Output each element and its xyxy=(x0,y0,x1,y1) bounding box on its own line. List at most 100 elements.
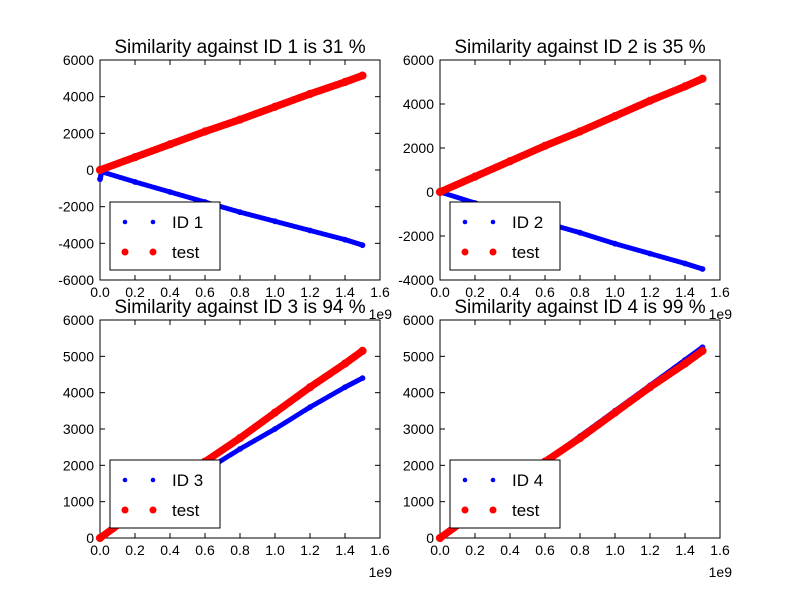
y-tick-label: -6000 xyxy=(58,272,94,288)
legend-marker xyxy=(461,248,469,256)
legend-label: ID 3 xyxy=(172,471,203,490)
y-tick-label: 2000 xyxy=(403,457,434,473)
legend: ID 2 test xyxy=(449,201,561,271)
legend-marker xyxy=(122,477,128,483)
y-tick-label: 6000 xyxy=(403,52,434,68)
data-point xyxy=(359,242,366,249)
y-tick-label: 2000 xyxy=(403,140,434,156)
data-point xyxy=(358,346,367,355)
x-tick-label: 0.8 xyxy=(570,542,590,558)
legend-label: test xyxy=(172,501,200,520)
x-tick-label: 1.6 xyxy=(710,542,730,558)
x-tick-label: 0.8 xyxy=(230,284,250,300)
x-tick-label: 0.8 xyxy=(230,542,250,558)
legend-marker xyxy=(149,506,157,514)
legend-marker xyxy=(150,219,156,225)
y-tick-label: 5000 xyxy=(403,348,434,364)
subplot-3: 0.0 0.2 0.4 0.6 0.8 1.0 1.2 1.4 1.6 0 1000 2000 3000… xyxy=(63,297,392,580)
legend-marker xyxy=(121,506,129,514)
y-tick-label: -4000 xyxy=(58,235,94,251)
x-tick-label: 0.2 xyxy=(125,542,145,558)
y-tick-label: 0 xyxy=(426,184,434,200)
x-offset-label: 1e9 xyxy=(709,564,733,580)
x-tick-label: 1.6 xyxy=(370,284,390,300)
x-tick-label: 1.0 xyxy=(265,284,285,300)
x-tick-label: 0.4 xyxy=(160,284,180,300)
x-tick-label: 1.2 xyxy=(640,284,660,300)
data-point xyxy=(358,71,367,80)
y-tick-label: -4000 xyxy=(398,272,434,288)
x-tick-label: 1.2 xyxy=(300,542,320,558)
y-tick-label: 4000 xyxy=(63,385,94,401)
x-offset-label: 1e9 xyxy=(369,564,393,580)
x-tick-label: 0.6 xyxy=(195,284,215,300)
legend-marker xyxy=(150,477,156,483)
x-tick-label: 0.0 xyxy=(90,284,110,300)
legend: ID 1 test xyxy=(109,201,221,271)
x-tick-label: 1.6 xyxy=(370,542,390,558)
x-tick-label: 0.0 xyxy=(430,284,450,300)
data-point xyxy=(698,346,707,355)
y-tick-label: 0 xyxy=(86,162,94,178)
data-point xyxy=(698,74,707,83)
legend-label: test xyxy=(512,243,540,262)
x-tick-label: 1.4 xyxy=(675,542,695,558)
legend-marker xyxy=(462,219,468,225)
legend-label: test xyxy=(172,243,200,262)
y-tick-label: 6000 xyxy=(63,312,94,328)
y-tick-label: 0 xyxy=(426,530,434,546)
data-point xyxy=(699,266,706,272)
x-tick-label: 0.8 xyxy=(570,284,590,300)
legend-marker xyxy=(490,219,496,225)
subplot-4: 0.0 0.2 0.4 0.6 0.8 1.0 1.2 1.4 1.6 0 1000 2000 3000… xyxy=(403,297,732,580)
y-tick-label: 0 xyxy=(86,530,94,546)
series-test xyxy=(435,74,707,197)
y-tick-label: 4000 xyxy=(63,89,94,105)
legend-marker xyxy=(490,477,496,483)
subplot-title: Similarity against ID 4 is 99 % xyxy=(454,297,705,318)
y-tick-label: 3000 xyxy=(403,421,434,437)
legend-label: ID 1 xyxy=(172,213,203,232)
legend-box xyxy=(449,459,561,529)
y-tick-label: 6000 xyxy=(63,52,94,68)
legend-marker xyxy=(489,506,497,514)
y-tick-label: 4000 xyxy=(403,385,434,401)
subplot-title: Similarity against ID 3 is 94 % xyxy=(114,297,365,318)
legend-marker xyxy=(149,248,157,256)
legend: ID 3 test xyxy=(109,459,221,529)
x-tick-label: 0.4 xyxy=(500,542,520,558)
x-tick-label: 0.2 xyxy=(125,284,145,300)
y-tick-label: -2000 xyxy=(58,199,94,215)
legend-label: ID 2 xyxy=(512,213,543,232)
y-tick-label: 4000 xyxy=(403,96,434,112)
x-tick-label: 0.6 xyxy=(535,542,555,558)
y-tick-label: 5000 xyxy=(63,348,94,364)
series-test xyxy=(95,71,367,175)
x-tick-label: 0.4 xyxy=(160,542,180,558)
x-tick-label: 1.2 xyxy=(300,284,320,300)
x-offset-label: 1e9 xyxy=(709,306,733,322)
x-tick-label: 1.0 xyxy=(605,542,625,558)
legend: ID 4 test xyxy=(449,459,561,529)
y-tick-label: 2000 xyxy=(63,125,94,141)
legend-box xyxy=(109,459,221,529)
subplot-title: Similarity against ID 2 is 35 % xyxy=(454,37,705,58)
y-tick-label: 2000 xyxy=(63,457,94,473)
x-tick-label: 0.2 xyxy=(465,284,485,300)
legend-marker xyxy=(461,506,469,514)
y-tick-label: 1000 xyxy=(63,494,94,510)
legend-label: ID 4 xyxy=(512,471,543,490)
x-offset-label: 1e9 xyxy=(369,306,393,322)
y-tick-label: 3000 xyxy=(63,421,94,437)
x-tick-label: 1.6 xyxy=(710,284,730,300)
legend-marker xyxy=(122,219,128,225)
y-tick-label: -2000 xyxy=(398,228,434,244)
x-tick-label: 1.4 xyxy=(675,284,695,300)
legend-box xyxy=(109,201,221,271)
x-tick-label: 1.4 xyxy=(335,542,355,558)
x-tick-label: 1.0 xyxy=(265,542,285,558)
x-tick-label: 0.0 xyxy=(90,542,110,558)
legend-label: test xyxy=(512,501,540,520)
x-tick-label: 0.0 xyxy=(430,542,450,558)
x-tick-label: 0.4 xyxy=(500,284,520,300)
